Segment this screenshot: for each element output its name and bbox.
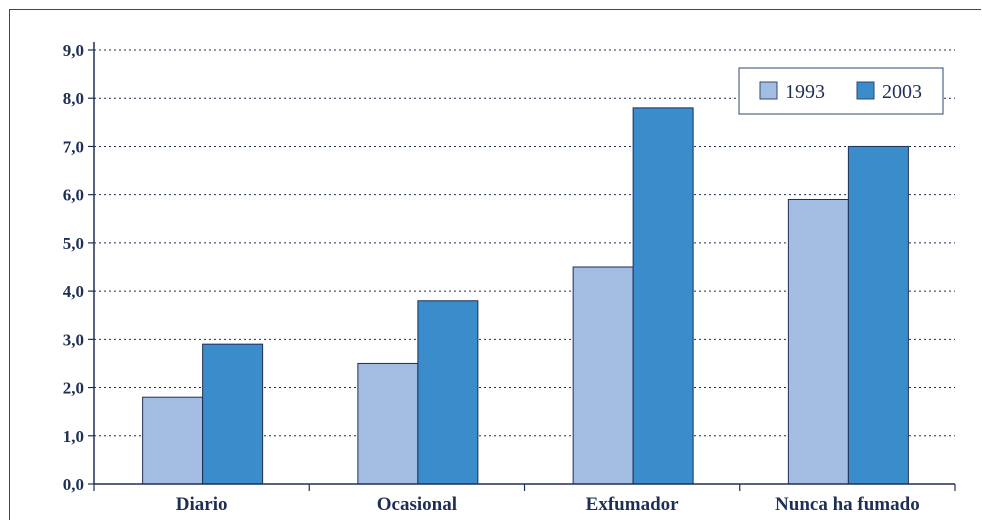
- x-category-label: Exfumador: [586, 494, 679, 515]
- y-tick-label: 3,0: [63, 330, 84, 349]
- axis-labels: 0,0 1,0 2,0 3,0 4,0 5,0 6,0 7,0 8,0 9,0 Diario Ocas…: [63, 41, 920, 515]
- bar-2003-ocasional: [417, 300, 479, 485]
- y-tick-label: 0,0: [63, 475, 84, 494]
- y-tick-label: 6,0: [63, 186, 84, 205]
- x-category-label: Diario: [176, 494, 228, 515]
- bar-2003-exfumador: [632, 107, 694, 485]
- x-category-label: Ocasional: [377, 494, 457, 515]
- legend-swatch-2003: [856, 81, 875, 100]
- legend-swatch-1993: [759, 81, 778, 100]
- bar-1993-ocasional: [357, 362, 419, 485]
- y-tick-label: 7,0: [63, 137, 84, 156]
- y-tick-label: 8,0: [63, 89, 84, 108]
- bar-1993-nunca-ha-fumado: [787, 198, 849, 485]
- bar-1993-exfumador: [572, 266, 634, 485]
- bar-1993-diario: [142, 396, 204, 485]
- bars: [142, 107, 909, 485]
- bar-2003-nunca-ha-fumado: [847, 145, 909, 485]
- axes: [88, 42, 956, 491]
- legend-label-2003: 2003: [882, 81, 922, 103]
- y-tick-label: 9,0: [63, 41, 84, 60]
- legend: 1993 2003: [738, 67, 944, 115]
- gridlines: [94, 49, 955, 437]
- y-tick-label: 1,0: [63, 427, 84, 446]
- x-category-label: Nunca ha fumado: [775, 494, 920, 515]
- bar-2003-diario: [202, 343, 264, 485]
- y-tick-label: 2,0: [63, 379, 84, 398]
- y-tick-label: 4,0: [63, 282, 84, 301]
- y-tick-label: 5,0: [63, 234, 84, 253]
- legend-label-1993: 1993: [785, 81, 825, 103]
- chart-frame: [9, 9, 981, 520]
